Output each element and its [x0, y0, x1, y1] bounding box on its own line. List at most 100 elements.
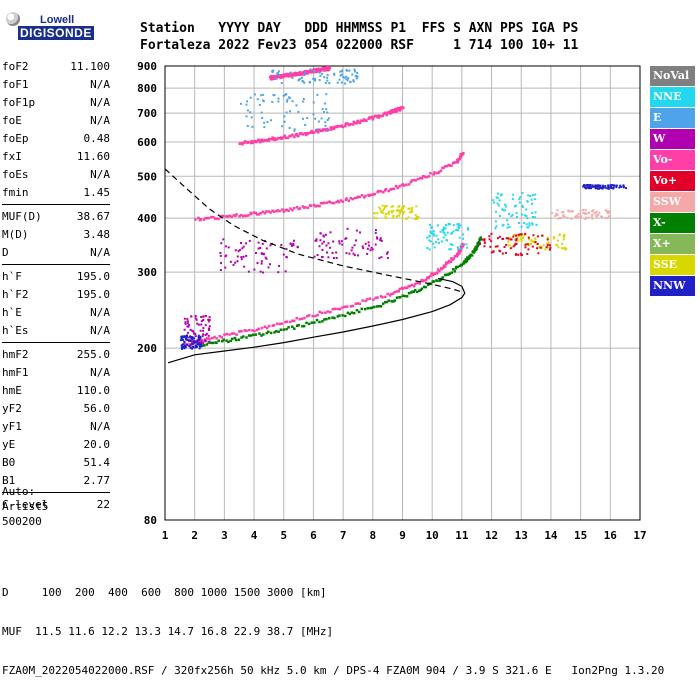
param-row: foEp 0.48 [2, 130, 110, 148]
trace-dot [350, 311, 354, 314]
echo-dot [398, 214, 401, 217]
trace-dot [242, 141, 246, 144]
echo-dot [452, 230, 455, 233]
trace-dot [369, 306, 372, 310]
trace-dot [245, 214, 248, 218]
echo-dot [607, 210, 610, 213]
echo-dot [288, 126, 291, 129]
echo-dot [198, 347, 201, 350]
echo-dot [561, 242, 564, 245]
trace-dot [394, 184, 398, 188]
trace-dot [314, 205, 317, 208]
echo-dot [265, 257, 268, 260]
echo-dot [183, 347, 186, 350]
echo-dot [494, 227, 497, 230]
echo-dot [207, 334, 210, 337]
echo-dot [355, 229, 358, 232]
trace-dot [231, 337, 234, 341]
echo-dot [190, 315, 193, 318]
legend-item-ssw: SSW [650, 192, 695, 212]
echo-dot [452, 224, 455, 227]
trace-dot [260, 334, 263, 337]
echo-dot [532, 234, 535, 237]
echo-dot [479, 243, 482, 246]
trace-dot [447, 273, 450, 276]
echo-dot [501, 209, 504, 212]
echo-dot [260, 111, 263, 114]
trace-dot [300, 132, 303, 135]
echo-dot [467, 228, 470, 231]
echo-dot [432, 230, 435, 233]
echo-dot [592, 185, 595, 188]
param-name: foEp [2, 132, 29, 145]
echo-dot [490, 251, 493, 254]
echo-dot [376, 211, 379, 214]
param-divider [2, 492, 110, 493]
echo-dot [343, 76, 346, 79]
param-row: B0 51.4 [2, 454, 110, 472]
trace-dot [432, 173, 435, 176]
echo-dot [304, 123, 307, 126]
echo-dot [300, 76, 303, 79]
x-tick-label: 6 [310, 529, 317, 542]
echo-dot [345, 252, 348, 255]
trace-dot [247, 334, 251, 337]
echo-dot [374, 229, 377, 232]
echo-dot [246, 100, 249, 103]
y-tick-label: 80 [144, 514, 157, 527]
trace-dot [312, 70, 316, 74]
trace-dot [287, 326, 290, 329]
trace-dot [376, 115, 379, 119]
echo-dot [183, 341, 186, 344]
echo-dot [458, 236, 461, 239]
echo-dot [520, 253, 523, 256]
trace-dot [395, 110, 399, 113]
echo-dot [384, 206, 387, 209]
echo-dot [237, 250, 240, 253]
param-name: yF1 [2, 420, 22, 433]
trace-dot [205, 343, 209, 346]
echo-dot [524, 246, 527, 249]
echo-dot [326, 251, 329, 254]
trace-dot [249, 334, 253, 337]
trace-dot [206, 337, 209, 340]
echo-dot [390, 210, 393, 213]
param-row: M(D) 3.48 [2, 226, 110, 244]
trace-dot [444, 262, 448, 266]
legend-item-vo: Vo- [650, 150, 695, 170]
trace-dot [328, 66, 331, 70]
echo-dot [613, 184, 616, 187]
trace-dot [237, 338, 241, 342]
echo-dot [183, 335, 186, 338]
echo-dot [186, 325, 189, 328]
echo-dot [430, 226, 433, 229]
echo-dot [332, 240, 335, 243]
echo-dot [540, 246, 543, 249]
trace-dot [392, 300, 395, 303]
x-tick-label: 13 [515, 529, 528, 542]
echo-dot [186, 318, 189, 321]
trace-dot [389, 109, 392, 113]
echo-dot [204, 324, 207, 327]
echo-dot [318, 79, 321, 82]
echo-dot [224, 266, 227, 269]
echo-dot [541, 234, 544, 237]
echo-dot [196, 343, 199, 346]
echo-dot [548, 248, 551, 251]
trace-dot [253, 329, 256, 333]
echo-dot [593, 211, 596, 214]
echo-dot [408, 207, 411, 210]
echo-dot [200, 345, 203, 348]
trace-dot [186, 343, 190, 347]
trace-dot [313, 321, 316, 324]
echo-dot [437, 241, 440, 244]
echo-dot [600, 186, 603, 189]
trace-dot [443, 265, 447, 268]
trace-dot [227, 340, 230, 344]
param-row: B1 2.77 [2, 472, 110, 490]
echo-dot [521, 213, 524, 216]
trace-dot [361, 299, 364, 302]
trace-dot [291, 325, 294, 329]
x-tick-label: 15 [574, 529, 587, 542]
distance-row: D 100 200 400 600 800 1000 1500 3000 [km… [2, 586, 327, 599]
